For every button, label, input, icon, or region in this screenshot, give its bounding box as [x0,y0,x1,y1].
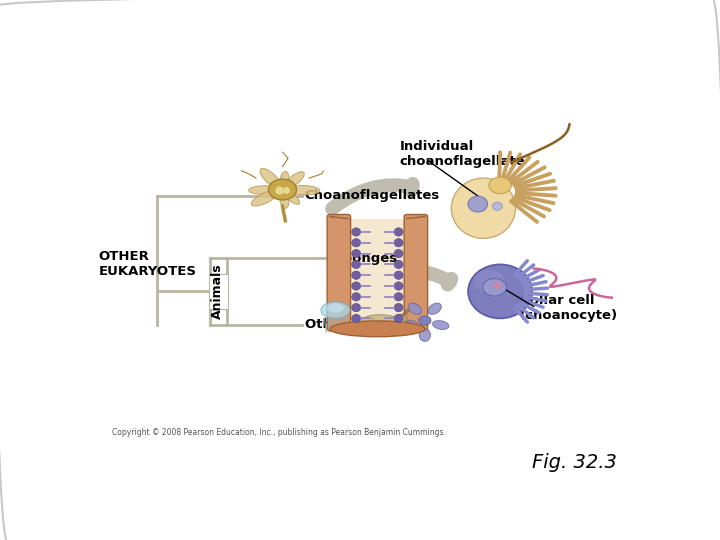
Ellipse shape [428,303,441,314]
Ellipse shape [395,314,407,322]
Text: Other animals: Other animals [305,318,410,331]
Text: Sponges: Sponges [333,252,397,265]
Ellipse shape [248,186,278,194]
Ellipse shape [327,303,344,313]
Ellipse shape [279,191,289,208]
Ellipse shape [351,282,361,290]
Ellipse shape [451,178,516,238]
FancyBboxPatch shape [404,214,428,331]
Ellipse shape [321,302,350,319]
Ellipse shape [394,293,403,301]
Ellipse shape [433,321,449,329]
Ellipse shape [351,239,361,247]
Text: Animals: Animals [211,264,224,319]
Text: Choanoflagellates: Choanoflagellates [305,190,440,202]
Ellipse shape [269,179,297,200]
Ellipse shape [408,303,422,314]
Ellipse shape [394,239,403,247]
Ellipse shape [418,316,431,325]
Ellipse shape [284,191,300,204]
Ellipse shape [474,269,504,293]
Ellipse shape [288,186,320,195]
Ellipse shape [394,228,403,236]
Ellipse shape [351,303,361,312]
Ellipse shape [394,314,403,322]
Text: OTHER
EUKARYOTES: OTHER EUKARYOTES [99,251,197,279]
FancyBboxPatch shape [327,214,351,331]
Ellipse shape [489,177,511,194]
Ellipse shape [351,228,361,236]
Ellipse shape [330,321,425,337]
Text: Individual
choanoflagellate: Individual choanoflagellate [400,140,526,168]
Text: Fig. 32.3: Fig. 32.3 [532,453,617,472]
Ellipse shape [351,293,361,301]
Ellipse shape [260,168,281,188]
FancyBboxPatch shape [209,274,228,309]
Ellipse shape [419,329,431,341]
Ellipse shape [394,271,403,279]
Ellipse shape [284,172,305,188]
Text: Collar cell
(choanocyte): Collar cell (choanocyte) [520,294,618,322]
Ellipse shape [401,321,417,329]
Ellipse shape [351,314,361,322]
Ellipse shape [280,171,289,188]
Ellipse shape [394,260,403,268]
Ellipse shape [351,271,361,279]
Ellipse shape [251,190,279,206]
Ellipse shape [483,279,506,296]
FancyBboxPatch shape [348,219,407,327]
Ellipse shape [394,282,403,290]
Text: Copyright © 2008 Pearson Education, Inc., publishing as Pearson Benjamin Cumming: Copyright © 2008 Pearson Education, Inc.… [112,428,446,437]
Ellipse shape [351,249,361,258]
Ellipse shape [468,196,487,212]
Ellipse shape [468,265,532,319]
Ellipse shape [362,315,398,326]
Ellipse shape [394,303,403,312]
Ellipse shape [394,249,403,258]
Ellipse shape [492,202,503,211]
Ellipse shape [351,260,361,268]
